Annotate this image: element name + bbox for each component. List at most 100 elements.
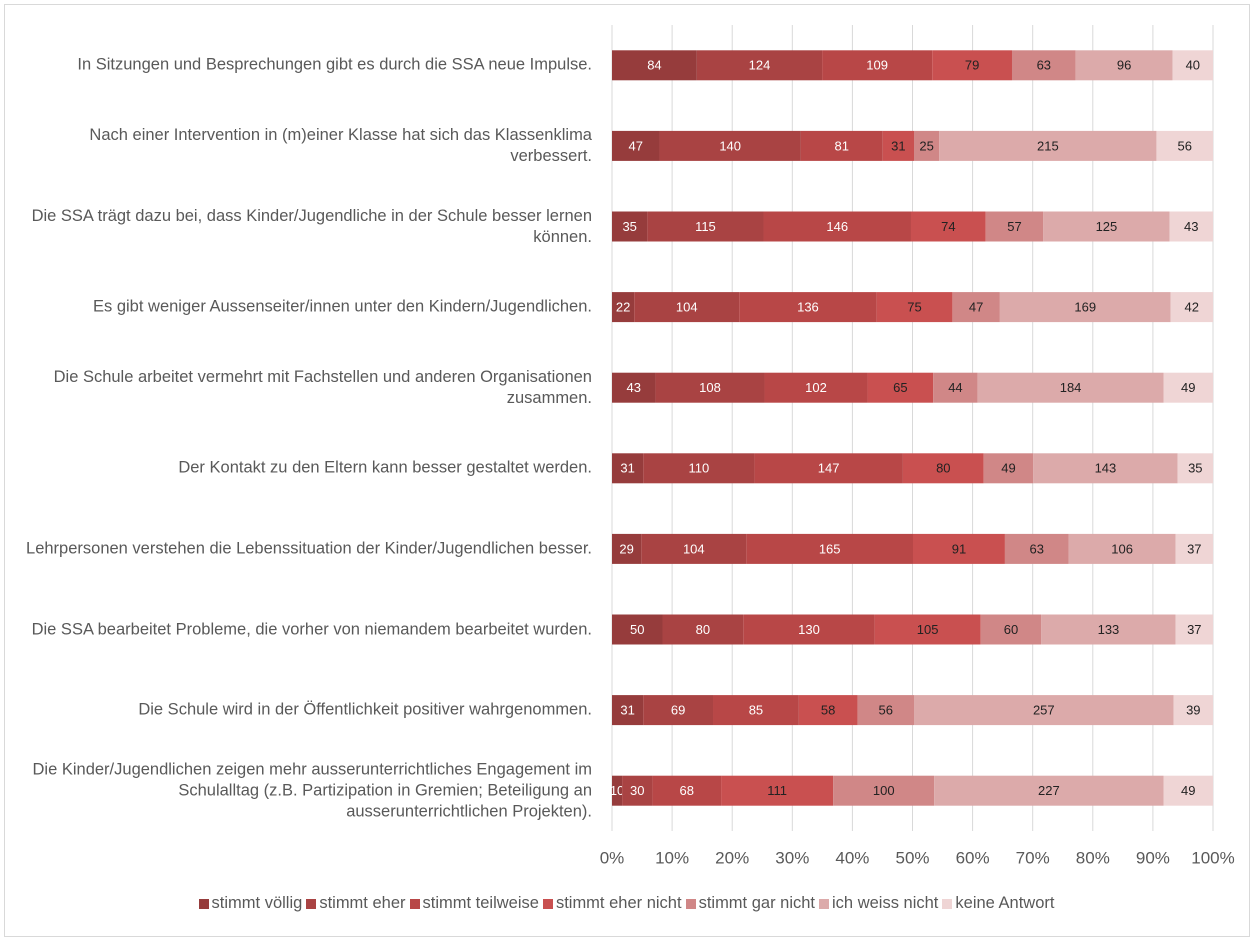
bar-segment (622, 775, 653, 806)
category-label: Die SSA bearbeitet Probleme, die vorher … (31, 620, 592, 638)
bar-segment (612, 292, 635, 323)
bar-segment (980, 614, 1042, 645)
bar-segment (634, 292, 740, 323)
data-label: 60 (1004, 622, 1018, 637)
data-label: 106 (1111, 541, 1133, 556)
bar-segment (914, 695, 1174, 726)
bar-segment (1043, 211, 1170, 242)
data-label: 80 (936, 461, 950, 476)
data-label: 143 (1095, 461, 1117, 476)
bar-segment (1156, 130, 1213, 161)
legend-label: ich weiss nicht (832, 894, 939, 912)
bar-segment (612, 614, 663, 645)
bar-segment (1075, 50, 1173, 81)
bar-segment (902, 453, 984, 484)
data-label: 30 (630, 783, 644, 798)
data-label: 37 (1187, 622, 1201, 637)
bar-segment (1163, 372, 1213, 403)
bar-segment (876, 292, 953, 323)
bar-segment (1163, 775, 1213, 806)
data-label: 74 (941, 219, 955, 234)
legend-swatch (198, 898, 209, 909)
x-tick-label: 40% (835, 848, 869, 867)
data-label: 91 (952, 541, 966, 556)
data-label: 79 (965, 58, 979, 73)
data-label: 25 (919, 138, 933, 153)
bar-segment (977, 372, 1164, 403)
legend-label: stimmt eher (319, 894, 406, 912)
data-label: 50 (630, 622, 644, 637)
data-label: 44 (948, 380, 962, 395)
legend-label: stimmt völlig (211, 894, 303, 912)
legend-label: stimmt teilweise (422, 894, 539, 912)
legend-item: stimmt eher nicht (542, 894, 682, 913)
bar-segment (652, 775, 722, 806)
data-label: 110 (689, 461, 710, 476)
data-label: 49 (1181, 380, 1195, 395)
category-label: Die SSA trägt dazu bei, dass Kinder/Juge… (31, 206, 592, 246)
data-label: 31 (620, 703, 634, 718)
data-label: 147 (818, 461, 840, 476)
bar-segment (612, 372, 656, 403)
legend-item: keine Antwort (942, 894, 1054, 913)
data-label: 57 (1007, 219, 1021, 234)
data-label: 133 (1098, 622, 1120, 637)
legend-item: stimmt gar nicht (685, 894, 815, 913)
data-label: 69 (671, 703, 685, 718)
data-label: 56 (878, 703, 892, 718)
category-label: Der Kontakt zu den Eltern kann besser ge… (178, 458, 592, 477)
bar-segment (833, 775, 935, 806)
bar-segment (643, 453, 755, 484)
bar-segment (882, 130, 915, 161)
data-label: 37 (1187, 541, 1201, 556)
bar-segment (1011, 50, 1076, 81)
data-label: 80 (696, 622, 710, 637)
bar-segment (798, 695, 858, 726)
data-label: 105 (917, 622, 939, 637)
bar-segment (721, 775, 834, 806)
bar-segment (1175, 533, 1213, 564)
data-label: 58 (821, 703, 835, 718)
bar-segment (739, 292, 877, 323)
bar-segment (612, 50, 697, 81)
category-label: Nach einer Intervention in (m)einer Klas… (89, 125, 592, 165)
data-label: 10 (610, 783, 624, 798)
data-label: 75 (907, 300, 921, 315)
x-tick-label: 80% (1076, 848, 1110, 867)
data-label: 49 (1181, 783, 1195, 798)
data-label: 43 (1184, 219, 1198, 234)
data-label: 115 (695, 219, 716, 234)
bar-segment (932, 50, 1012, 81)
bar-segment (647, 211, 764, 242)
bar-segment (1033, 453, 1178, 484)
x-tick-label: 20% (715, 848, 749, 867)
bar-segment (764, 372, 868, 403)
bar-segment (743, 614, 875, 645)
data-label: 47 (629, 138, 643, 153)
data-label: 49 (1001, 461, 1015, 476)
category-label: Die Schule arbeitet vermehrt mit Fachste… (53, 367, 592, 407)
data-label: 108 (699, 380, 721, 395)
category-label: Die Kinder/Jugendlichen zeigen mehr auss… (32, 760, 592, 821)
legend: stimmt völlig stimmt eher stimmt teilweise… (0, 894, 1257, 913)
data-label: 63 (1030, 541, 1044, 556)
legend-item: stimmt teilweise (409, 894, 539, 913)
bar-segment (1177, 453, 1213, 484)
data-label: 40 (1186, 58, 1200, 73)
data-label: 31 (620, 461, 634, 476)
bar-segment (612, 211, 648, 242)
data-label: 68 (680, 783, 694, 798)
data-label: 125 (1096, 219, 1118, 234)
x-tick-label: 10% (655, 848, 689, 867)
bar-segment (612, 533, 642, 564)
bar-segment (983, 453, 1034, 484)
x-tick-label: 50% (895, 848, 929, 867)
bar-segment (1170, 292, 1213, 323)
bar-segment (754, 453, 903, 484)
data-label: 111 (767, 783, 787, 798)
bar-segment (1068, 533, 1176, 564)
data-label: 56 (1177, 138, 1191, 153)
legend-item: stimmt völlig (198, 894, 303, 913)
x-tick-label: 90% (1136, 848, 1170, 867)
